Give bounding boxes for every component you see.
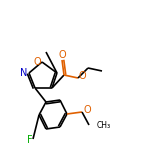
Text: CH₃: CH₃	[97, 121, 111, 130]
Text: O: O	[78, 71, 86, 81]
Text: O: O	[58, 50, 66, 60]
Text: N: N	[20, 68, 28, 78]
Text: O: O	[83, 105, 91, 115]
Text: O: O	[33, 57, 41, 67]
Text: F: F	[27, 135, 33, 145]
